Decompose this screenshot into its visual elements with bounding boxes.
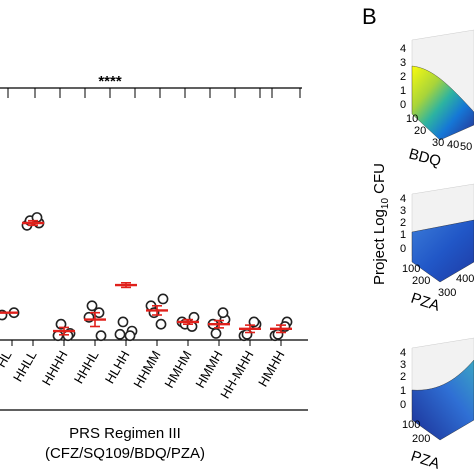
data-point-6-3 (217, 307, 229, 319)
x-tick-label-5: HMHM (161, 348, 194, 391)
svg-text:20: 20 (414, 125, 426, 137)
surface-1-axis-label: BDQ (407, 145, 443, 170)
svg-text:0: 0 (400, 243, 406, 255)
svg-text:0: 0 (400, 399, 406, 411)
data-point-4-1 (157, 293, 169, 305)
panel-b: B Project Log10 CFU 4 3 2 1 0 10 20 30 4… (362, 4, 474, 473)
panel-b-y-title: Project Log10 CFU (371, 163, 391, 285)
data-point-5-1 (188, 311, 200, 323)
top-bracket-ticks (7, 88, 301, 98)
svg-text:100: 100 (402, 419, 420, 431)
x-tick-label-partial: HL (0, 348, 15, 370)
x-tick-label-0: HHLL (10, 348, 40, 384)
data-point-1-0 (52, 330, 64, 342)
x-tick-labels-2: 100 200 300 400 (402, 263, 474, 299)
x-tick-label-1: HHHH (39, 348, 71, 388)
surface-3-mesh (411, 359, 474, 441)
svg-text:3: 3 (400, 205, 406, 217)
x-tick-labels-1: 10 20 30 40 50 (406, 113, 472, 153)
svg-text:50: 50 (460, 141, 472, 153)
x-axis-title-line1: PRS Regimen III (69, 425, 181, 442)
svg-text:3: 3 (400, 359, 406, 371)
z-tick-labels-2: 4 3 2 1 0 (400, 193, 406, 255)
svg-text:2: 2 (400, 371, 406, 383)
significance-marker: **** (98, 73, 122, 90)
svg-text:4: 4 (400, 43, 406, 55)
data-point-3-0 (114, 328, 126, 340)
surface-plot-3: 4 3 2 1 0 100 200 PZA (400, 337, 474, 473)
z-tick-labels-3: 4 3 2 1 0 (400, 347, 406, 411)
svg-text:4: 4 (400, 193, 406, 205)
surface-plot-1: 4 3 2 1 0 10 20 30 40 50 BDQ (400, 29, 474, 170)
data-points (0, 212, 293, 342)
x-tick-label-8: HMHH (255, 348, 287, 389)
x-tick-label-6: HMMH (192, 348, 225, 391)
data-point-6-2 (210, 327, 222, 339)
svg-text:300: 300 (438, 287, 456, 299)
surface-2-mesh (411, 219, 474, 283)
data-point-7-3 (248, 316, 260, 328)
data-point-2-2 (86, 300, 98, 312)
x-axis-title-line2: (CFZ/SQ109/BDQ/PZA) (45, 445, 205, 462)
surface-3-axis-label: PZA (409, 448, 442, 473)
svg-text:1: 1 (400, 229, 406, 241)
svg-text:400: 400 (456, 273, 474, 285)
data-point-2-1 (95, 330, 107, 342)
svg-text:4: 4 (400, 347, 406, 359)
x-tick-label-2: HHHL (71, 348, 102, 386)
z-tick-labels-1: 4 3 2 1 0 (400, 43, 406, 111)
svg-text:30: 30 (432, 137, 444, 149)
svg-text:200: 200 (412, 433, 430, 445)
svg-text:100: 100 (402, 263, 420, 275)
data-point-4-3 (155, 318, 167, 330)
data-point-3-3 (124, 330, 136, 342)
data-point-3-2 (117, 316, 129, 328)
surface-2-axis-label: PZA (409, 290, 442, 315)
svg-text:1: 1 (400, 385, 406, 397)
svg-text:40: 40 (447, 139, 459, 151)
x-tick-labels-3: 100 200 (402, 419, 430, 445)
svg-text:10: 10 (406, 113, 418, 125)
surface-1-mesh (411, 65, 474, 141)
panel-label-b: B (362, 4, 377, 29)
svg-text:3: 3 (400, 57, 406, 69)
svg-text:2: 2 (400, 217, 406, 229)
svg-text:1: 1 (400, 85, 406, 97)
svg-text:0: 0 (400, 99, 406, 111)
mean-sem-bars (0, 219, 292, 336)
svg-text:200: 200 (412, 275, 430, 287)
surface-plot-2: 4 3 2 1 0 100 200 300 400 PZA (400, 183, 474, 315)
x-tick-label-3: HLHH (102, 348, 133, 386)
data-point-1-2 (55, 318, 67, 330)
svg-text:2: 2 (400, 71, 406, 83)
x-tick-label-4: HHMM (130, 348, 163, 391)
